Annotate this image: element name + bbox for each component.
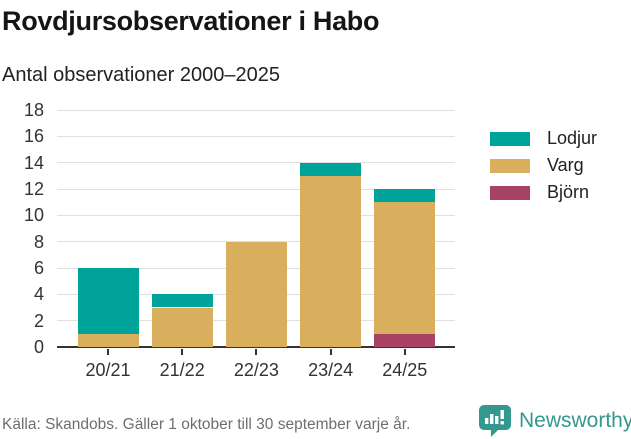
legend-item-björn: Björn [490,179,630,206]
y-axis-tick-label: 4 [33,284,44,305]
source-note: Källa: Skandobs. Gäller 1 oktober till 3… [2,416,411,433]
x-axis-tick-label: 20/21 [85,360,131,380]
y-gridline [57,214,455,216]
bar-segment-varg-24-25 [374,202,436,334]
legend-swatch-björn [490,185,530,200]
bar-segment-varg-23-24 [300,175,362,347]
y-axis-tick-label: 12 [23,179,44,199]
y-gridline [57,188,455,190]
bar-segment-varg-22-23 [225,241,287,347]
y-gridline [57,109,455,111]
y-gridline [57,135,455,137]
y-axis-tick-label: 2 [33,310,44,331]
x-axis-tick-label: 23/24 [308,360,354,380]
x-axis-tickmark [181,349,184,355]
x-axis-line [57,346,455,348]
y-axis-tick-label: 18 [23,100,44,120]
legend-label: Varg [547,155,584,175]
y-axis-tick-label: 8 [33,231,44,252]
x-axis-tick-label: 22/23 [233,360,279,380]
y-axis-tick-label: 14 [23,152,44,173]
legend-swatch-lodjur [490,131,530,146]
y-axis-tick-label: 10 [23,205,44,226]
y-axis-tick-label: 0 [33,337,44,357]
bar-segment-björn-24-25 [374,333,436,347]
x-axis-tickmark [403,349,406,355]
bar-segment-lodjur-24-25 [374,189,436,203]
y-gridline [57,162,455,164]
x-axis-tickmark [255,349,258,355]
legend-item-varg: Varg [490,152,630,179]
legend-item-lodjur: Lodjur [490,125,630,152]
x-axis-tickmark [107,349,109,355]
legend-swatch-varg [490,158,530,173]
legend-label: Björn [547,182,590,202]
x-axis-tickmark [329,349,332,355]
chart-legend: Lodjur Varg Björn [490,125,630,206]
bar-segment-varg-21-22 [151,307,213,347]
chart-subtitle: Antal observationer 2000–2025 [2,64,280,86]
newsworthy-logo[interactable]: Newsworthy [478,404,631,438]
legend-label: Lodjur [547,128,598,148]
y-axis-tick-label: 16 [23,126,44,147]
page-title: Rovdjursobservationer i Habo [2,6,380,36]
y-axis-tick-label: 6 [33,258,44,278]
bar-segment-lodjur-21-22 [151,294,213,308]
x-axis-tick-label: 21/22 [159,360,205,380]
newsworthy-bubble-chart-icon [478,404,512,438]
bar-segment-varg-20-21 [77,333,139,347]
newsworthy-wordmark: Newsworthy [519,409,631,432]
bar-segment-lodjur-20-21 [77,268,139,334]
x-axis-tick-label: 24/25 [382,360,428,380]
bar-segment-lodjur-23-24 [300,162,362,176]
